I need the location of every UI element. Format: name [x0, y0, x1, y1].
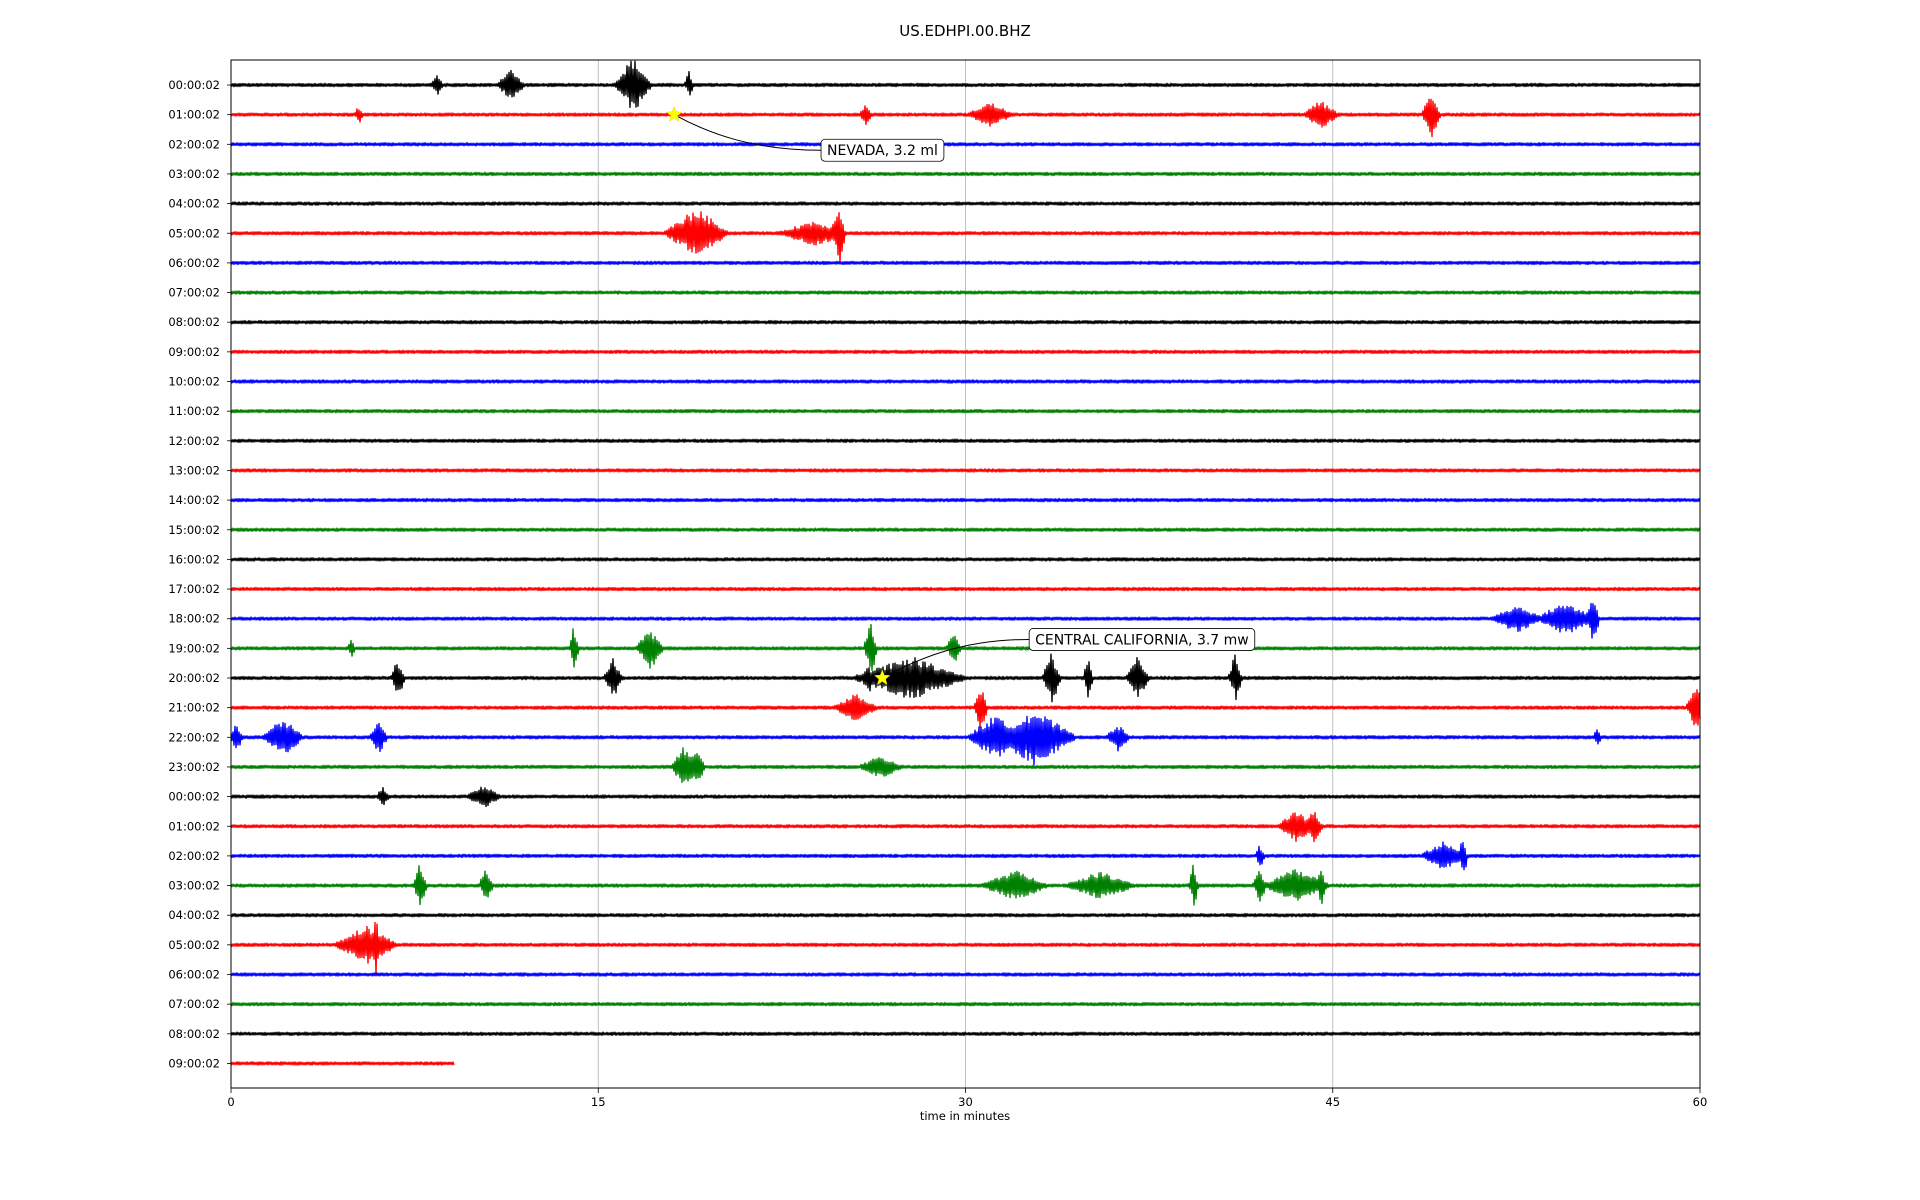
trace-line	[230, 715, 1701, 766]
hour-label: 07:00:02	[168, 997, 220, 1011]
trace-line	[230, 864, 1701, 906]
x-tick-label: 15	[591, 1095, 606, 1109]
hour-label: 08:00:02	[168, 1027, 220, 1041]
hour-label: 00:00:02	[168, 790, 220, 804]
trace-line	[230, 408, 1701, 414]
trace-line	[230, 786, 1701, 808]
trace-line	[230, 653, 1701, 703]
hour-label: 21:00:02	[168, 701, 220, 715]
trace-line	[230, 602, 1701, 639]
annotation-label: CENTRAL CALIFORNIA, 3.7 mw	[1035, 632, 1249, 648]
hour-label: 03:00:02	[168, 167, 220, 181]
trace-line	[230, 921, 1701, 976]
trace-line	[230, 468, 1701, 473]
hour-label: 14:00:02	[168, 493, 220, 507]
hour-label: 01:00:02	[168, 819, 220, 833]
star-icon	[873, 669, 891, 686]
x-tick-label: 0	[227, 1095, 234, 1109]
trace-line	[230, 497, 1701, 503]
hour-label: 07:00:02	[168, 286, 220, 300]
annotation-label: NEVADA, 3.2 ml	[827, 143, 938, 159]
star-icon	[665, 106, 683, 122]
trace-line	[230, 527, 1701, 532]
trace-line	[230, 812, 1701, 843]
trace-line	[230, 211, 1701, 264]
annotations-group: NEVADA, 3.2 ml CENTRAL CALIFORNIA, 3.7 mw	[665, 106, 1256, 686]
trace-line	[230, 260, 1701, 266]
trace-line	[230, 98, 1701, 138]
x-axis-ticks: 0 15 30 45 60	[227, 1088, 1707, 1109]
trace-line	[230, 586, 1701, 592]
trace-line	[230, 689, 1701, 728]
hour-label: 09:00:02	[168, 345, 220, 359]
hour-label: 13:00:02	[168, 463, 220, 477]
hour-label: 15:00:02	[168, 523, 220, 537]
event-annotation: NEVADA, 3.2 ml	[665, 106, 945, 162]
hour-label: 23:00:02	[168, 760, 220, 774]
trace-line	[230, 841, 1701, 871]
trace-line	[230, 171, 1701, 177]
hour-label: 02:00:02	[168, 137, 220, 151]
x-tick-label: 45	[1325, 1095, 1340, 1109]
traces-group	[230, 60, 1701, 1066]
trace-line	[230, 1001, 1701, 1007]
trace-line	[230, 319, 1701, 325]
hour-label: 12:00:02	[168, 434, 220, 448]
grid-lines	[597, 60, 1334, 1088]
trace-line	[230, 438, 1701, 444]
trace-line	[230, 142, 1701, 147]
hour-label: 18:00:02	[168, 612, 220, 626]
hour-label: 16:00:02	[168, 552, 220, 566]
hour-label: 22:00:02	[168, 730, 220, 744]
hour-label: 09:00:02	[168, 1056, 220, 1070]
hour-label: 10:00:02	[168, 375, 220, 389]
trace-line	[230, 201, 1701, 206]
hour-label: 05:00:02	[168, 226, 220, 240]
event-annotation: CENTRAL CALIFORNIA, 3.7 mw	[873, 628, 1256, 686]
hour-label: 04:00:02	[168, 908, 220, 922]
annotation-connector	[882, 638, 1030, 679]
trace-line	[230, 1031, 1701, 1037]
trace-line	[230, 349, 1701, 355]
trace-line	[230, 972, 1701, 977]
trace-line	[230, 1061, 455, 1066]
hour-label: 01:00:02	[168, 108, 220, 122]
trace-line	[230, 624, 1701, 671]
hour-label: 04:00:02	[168, 197, 220, 211]
hour-label: 05:00:02	[168, 938, 220, 952]
x-axis-label: time in minutes	[920, 1109, 1010, 1123]
hour-label: 19:00:02	[168, 641, 220, 655]
hour-label: 11:00:02	[168, 404, 220, 418]
hour-label: 17:00:02	[168, 582, 220, 596]
trace-line	[230, 912, 1701, 918]
hour-label: 20:00:02	[168, 671, 220, 685]
trace-line	[230, 747, 1701, 784]
hour-label: 08:00:02	[168, 315, 220, 329]
trace-line	[230, 557, 1701, 562]
annotation-connector	[673, 114, 822, 151]
hour-label: 02:00:02	[168, 849, 220, 863]
hour-label: 00:00:02	[168, 78, 220, 92]
chart-title: US.EDHPI.00.BHZ	[899, 22, 1031, 40]
x-tick-label: 60	[1693, 1095, 1708, 1109]
hour-label: 06:00:02	[168, 968, 220, 982]
x-tick-label: 30	[958, 1095, 973, 1109]
trace-line	[230, 60, 1701, 108]
hour-label: 06:00:02	[168, 256, 220, 270]
trace-line	[230, 290, 1701, 295]
trace-line	[230, 379, 1701, 384]
hour-label: 03:00:02	[168, 879, 220, 893]
hour-labels-group: 00:00:02 01:00:02 02:00:02 03:00:02 04:00:02…	[168, 78, 231, 1070]
